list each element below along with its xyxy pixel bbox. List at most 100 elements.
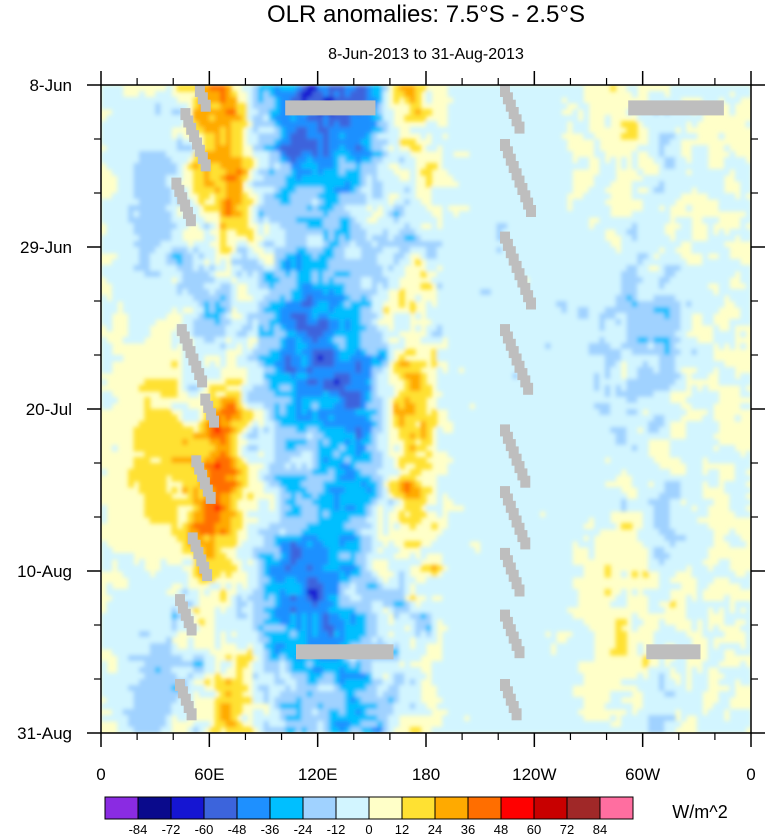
anomaly-cell	[642, 385, 649, 392]
anomaly-cell	[566, 301, 573, 308]
anomaly-cell	[306, 367, 313, 374]
anomaly-cell	[290, 259, 297, 266]
anomaly-cell	[653, 151, 660, 158]
anomaly-cell	[144, 163, 151, 170]
anomaly-cell	[561, 253, 568, 260]
anomaly-cell	[675, 229, 682, 236]
anomaly-cell	[133, 295, 140, 302]
anomaly-cell	[117, 217, 124, 224]
anomaly-cell	[664, 187, 671, 194]
anomaly-cell	[404, 253, 411, 260]
anomaly-cell	[485, 367, 492, 374]
anomaly-cell	[615, 313, 622, 320]
anomaly-cell	[723, 367, 730, 374]
anomaly-cell	[306, 307, 313, 314]
anomaly-cell	[274, 145, 281, 152]
anomaly-cell	[426, 145, 433, 152]
anomaly-cell	[745, 85, 751, 92]
anomaly-cell	[296, 205, 303, 212]
anomaly-cell	[577, 211, 584, 218]
anomaly-cell	[577, 301, 584, 308]
anomaly-cell	[534, 331, 541, 338]
anomaly-cell	[388, 355, 395, 362]
anomaly-cell	[686, 355, 693, 362]
anomaly-cell	[458, 307, 465, 314]
anomaly-cell	[198, 385, 205, 392]
anomaly-cell	[512, 229, 519, 236]
anomaly-cell	[469, 271, 476, 278]
anomaly-cell	[122, 235, 129, 242]
anomaly-cell	[117, 259, 124, 266]
anomaly-cell	[545, 253, 552, 260]
anomaly-cell	[707, 193, 714, 200]
anomaly-cell	[696, 157, 703, 164]
anomaly-cell	[268, 349, 275, 356]
anomaly-cell	[453, 301, 460, 308]
anomaly-cell	[366, 367, 373, 374]
anomaly-cell	[263, 193, 270, 200]
anomaly-cell	[268, 193, 275, 200]
anomaly-cell	[290, 97, 297, 104]
anomaly-cell	[111, 217, 118, 224]
anomaly-cell	[366, 349, 373, 356]
anomaly-cell	[274, 295, 281, 302]
anomaly-cell	[290, 241, 297, 248]
anomaly-cell	[355, 187, 362, 194]
anomaly-cell	[642, 355, 649, 362]
anomaly-cell	[258, 289, 265, 296]
anomaly-cell	[485, 133, 492, 140]
anomaly-cell	[593, 259, 600, 266]
anomaly-cell	[480, 97, 487, 104]
anomaly-cell	[382, 271, 389, 278]
anomaly-cell	[128, 181, 135, 188]
anomaly-cell	[382, 109, 389, 116]
anomaly-cell	[252, 133, 259, 140]
anomaly-cell	[236, 151, 243, 158]
anomaly-cell	[317, 205, 324, 212]
anomaly-cell	[220, 223, 227, 230]
anomaly-cell	[453, 325, 460, 332]
anomaly-cell	[398, 373, 405, 380]
anomaly-cell	[583, 253, 590, 260]
anomaly-cell	[577, 289, 584, 296]
anomaly-cell	[231, 337, 238, 344]
anomaly-cell	[566, 313, 573, 320]
anomaly-cell	[290, 277, 297, 284]
anomaly-cell	[209, 157, 216, 164]
anomaly-cell	[171, 259, 178, 266]
anomaly-cell	[339, 301, 346, 308]
anomaly-cell	[469, 205, 476, 212]
anomaly-cell	[691, 241, 698, 248]
anomaly-cell	[583, 109, 590, 116]
anomaly-cell	[263, 265, 270, 272]
anomaly-cell	[160, 241, 167, 248]
anomaly-cell	[675, 97, 682, 104]
anomaly-cell	[149, 211, 156, 218]
anomaly-cell	[377, 199, 384, 206]
anomaly-cell	[187, 325, 194, 332]
anomaly-cell	[290, 331, 297, 338]
anomaly-cell	[268, 295, 275, 302]
anomaly-cell	[160, 169, 167, 176]
anomaly-cell	[138, 91, 145, 98]
anomaly-cell	[669, 253, 676, 260]
anomaly-cell	[745, 289, 751, 296]
anomaly-cell	[398, 229, 405, 236]
anomaly-cell	[138, 253, 145, 260]
anomaly-cell	[442, 199, 449, 206]
anomaly-cell	[534, 205, 541, 212]
anomaly-cell	[550, 175, 557, 182]
anomaly-cell	[306, 85, 313, 92]
anomaly-cell	[128, 139, 135, 146]
anomaly-cell	[182, 361, 189, 368]
anomaly-cell	[312, 223, 319, 230]
anomaly-cell	[518, 133, 525, 140]
anomaly-cell	[306, 361, 313, 368]
anomaly-cell	[702, 295, 709, 302]
anomaly-cell	[209, 391, 216, 398]
anomaly-cell	[171, 235, 178, 242]
anomaly-cell	[301, 331, 308, 338]
anomaly-cell	[718, 361, 725, 368]
anomaly-cell	[664, 265, 671, 272]
anomaly-cell	[729, 157, 736, 164]
